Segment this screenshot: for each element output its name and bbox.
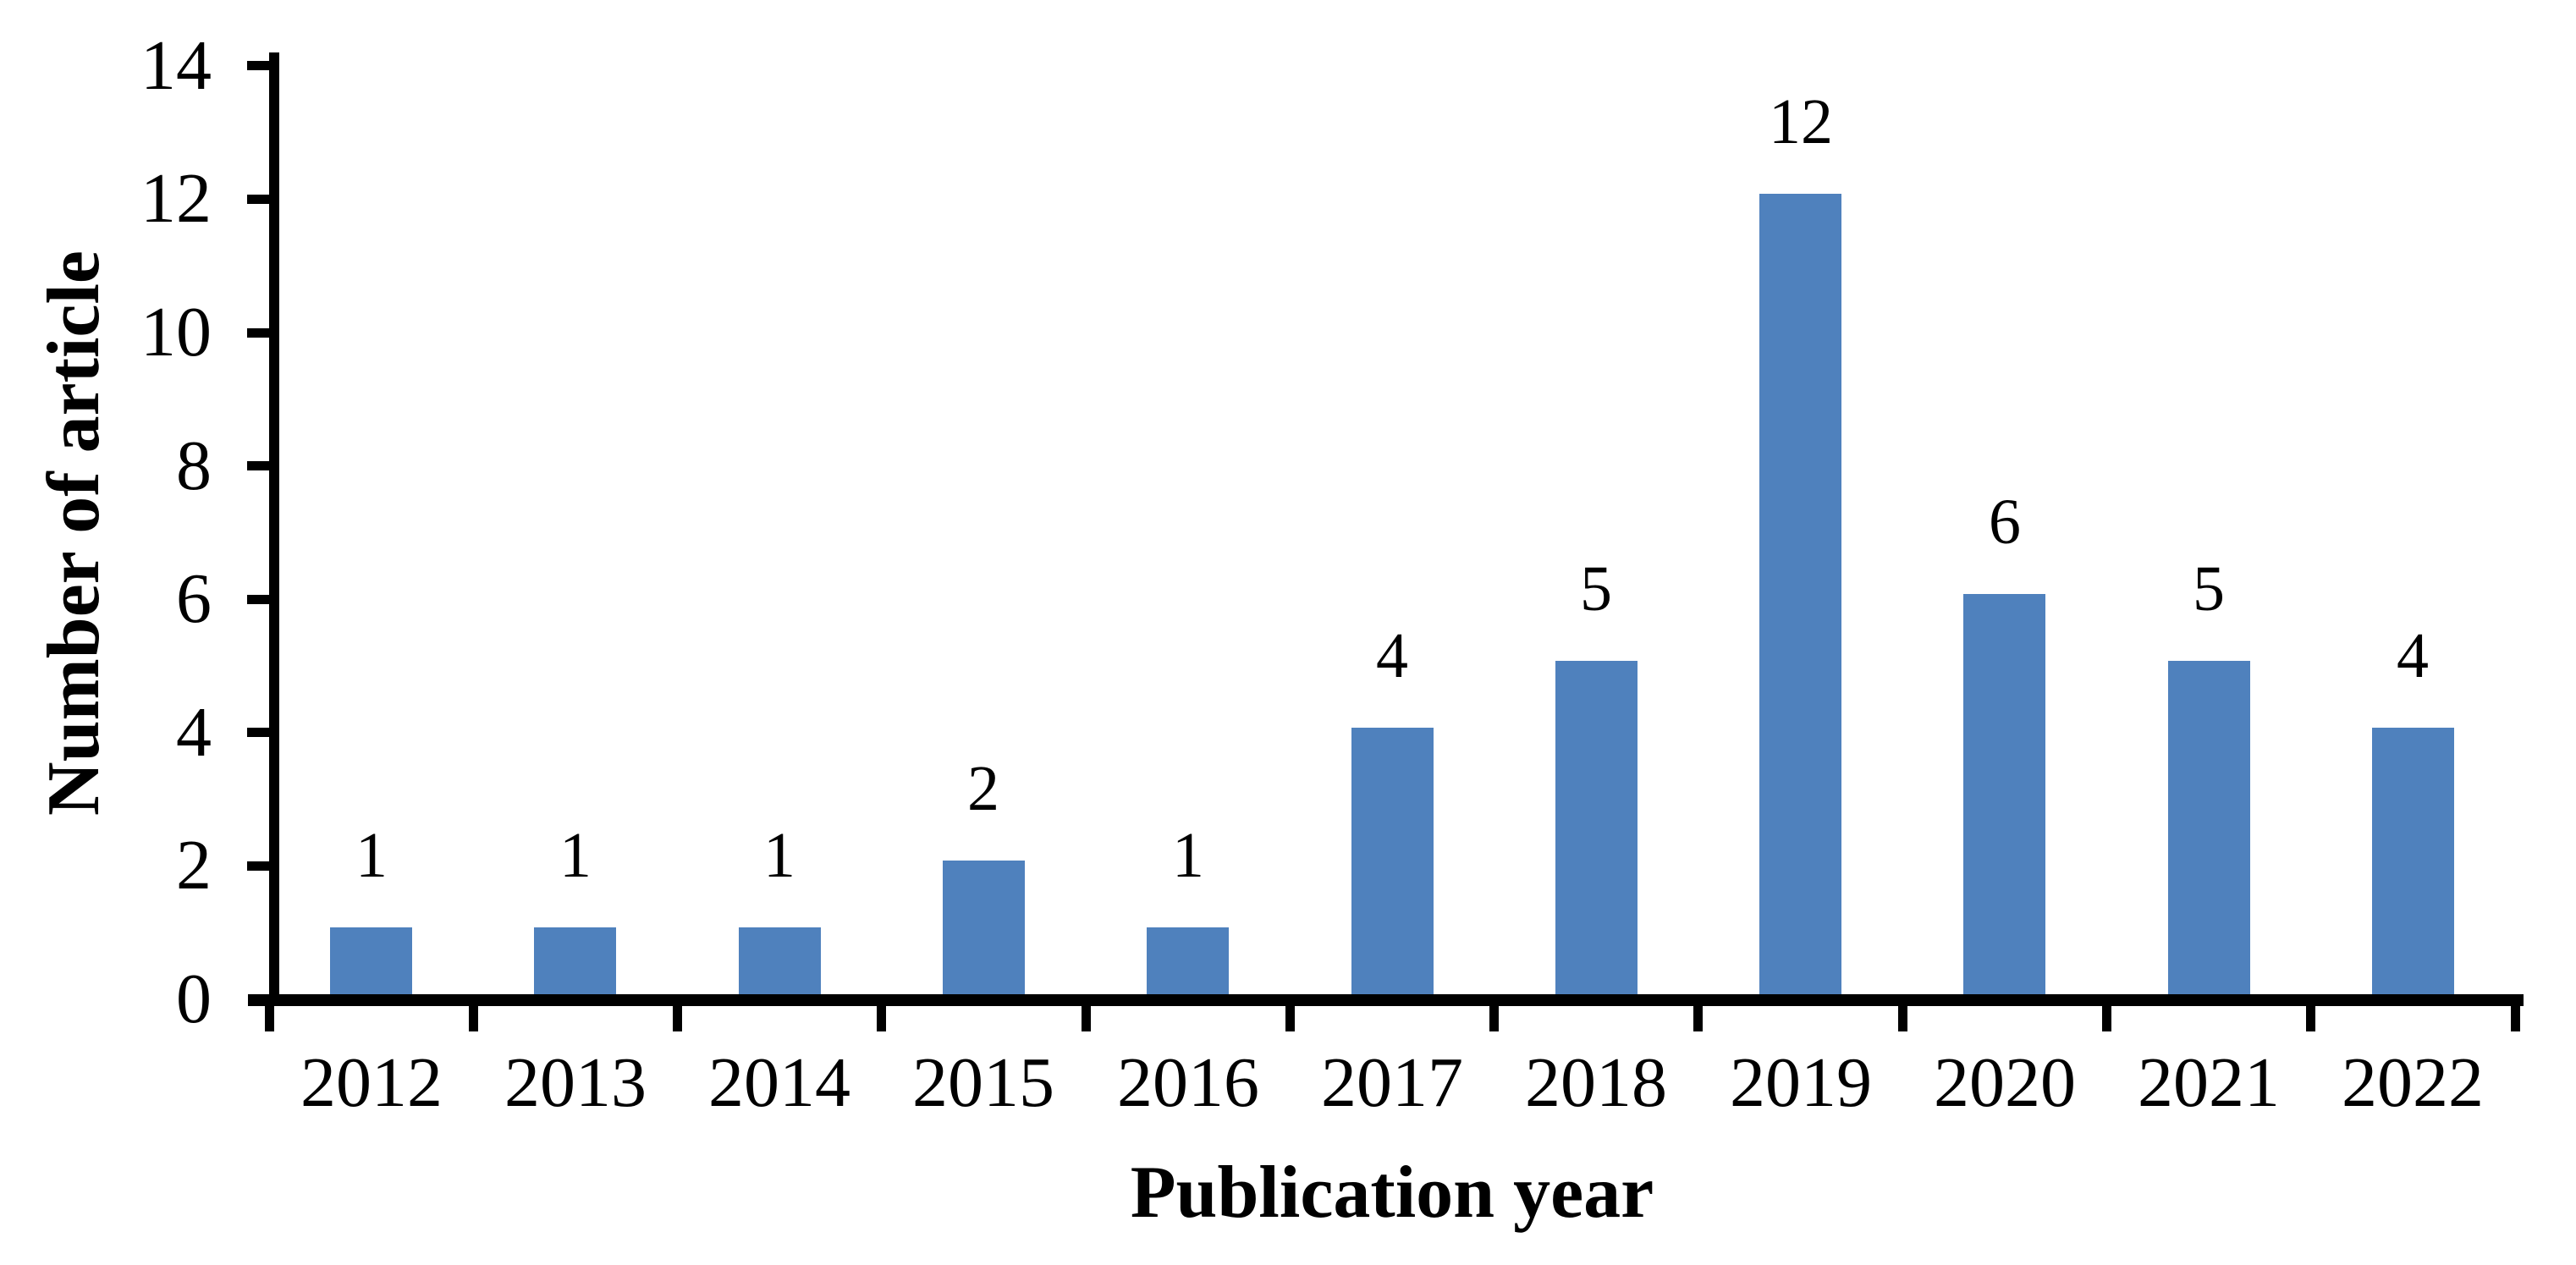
y-tick-label: 10 [140,293,212,371]
bar-value-label: 12 [1769,86,1833,157]
y-tick-label: 2 [176,826,212,905]
x-axis-tick [2511,1006,2520,1031]
bar-2015 [943,861,1025,994]
bar-2013 [534,927,616,994]
y-tick-label: 4 [176,693,212,772]
x-tick-label: 2021 [2138,1043,2280,1122]
y-axis-tick [247,861,274,871]
y-axis-tick [247,595,274,604]
y-axis-tick [247,195,274,204]
x-axis-tick [1285,1006,1295,1031]
y-tick-label: 8 [176,426,212,505]
bar-2021 [2168,661,2250,994]
x-axis-line [248,994,2524,1006]
x-axis-tick [2306,1006,2315,1031]
x-tick-label: 2012 [300,1043,443,1122]
bar-2020 [1963,594,2045,994]
bar-value-label: 1 [763,820,795,891]
x-tick-label: 2017 [1321,1043,1463,1122]
bar-2016 [1147,927,1229,994]
x-tick-label: 2016 [1117,1043,1259,1122]
x-tick-label: 2019 [1730,1043,1872,1122]
bar-value-label: 1 [559,820,592,891]
x-axis-tick [1693,1006,1703,1031]
y-axis-tick [247,61,274,70]
x-axis-tick [469,1006,478,1031]
bar-value-label: 4 [2397,620,2429,691]
bar-value-label: 4 [1376,620,1408,691]
bar-2019 [1759,194,1841,994]
y-axis-tick [247,328,274,338]
x-tick-label: 2014 [708,1043,850,1122]
bar-value-label: 5 [2193,553,2225,624]
x-axis-tick [1898,1006,1907,1031]
bar-value-label: 1 [1172,820,1204,891]
x-axis-tick [1489,1006,1499,1031]
y-tick-label: 14 [140,26,212,105]
bar-2012 [330,927,412,994]
bar-value-label: 1 [355,820,388,891]
x-axis-tick [265,1006,274,1031]
x-axis-tick [877,1006,886,1031]
y-axis-tick [247,728,274,737]
bar-value-label: 6 [1989,487,2021,558]
bar-value-label: 5 [1580,553,1612,624]
x-axis-tick [673,1006,682,1031]
bar-2018 [1555,661,1638,994]
y-tick-label: 6 [176,559,212,638]
x-axis-title: Publication year [1130,1152,1654,1234]
x-axis-tick [1082,1006,1091,1031]
bar-value-label: 2 [967,753,999,824]
x-tick-label: 2020 [1934,1043,2076,1122]
x-tick-label: 2013 [504,1043,647,1122]
bar-2014 [739,927,821,994]
x-axis-tick [2102,1006,2111,1031]
y-tick-label: 12 [140,159,212,238]
y-tick-label: 0 [176,960,212,1038]
bar-2017 [1351,728,1434,994]
x-tick-label: 2015 [912,1043,1054,1122]
y-axis-line [269,52,279,1006]
x-tick-label: 2022 [2342,1043,2484,1122]
y-axis-tick [247,461,274,470]
bar-2022 [2372,728,2454,994]
x-tick-label: 2018 [1525,1043,1667,1122]
